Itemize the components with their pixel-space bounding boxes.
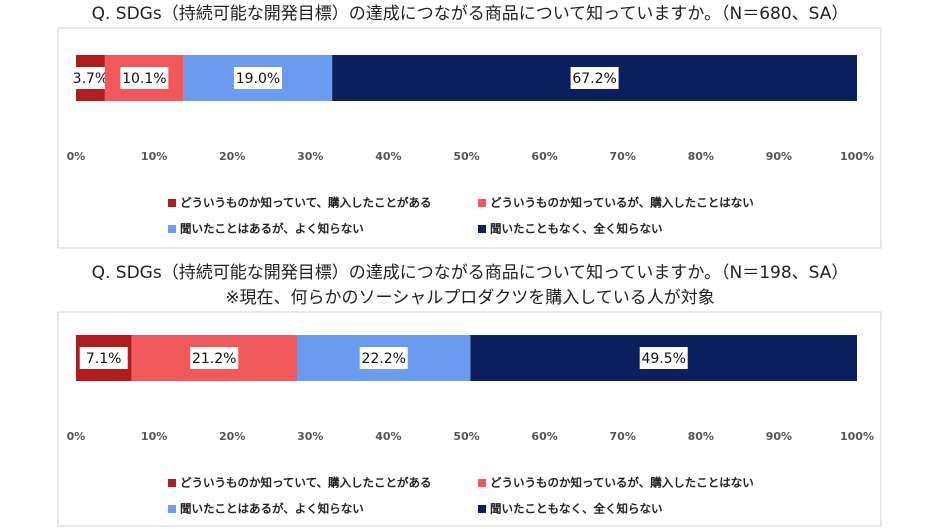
x-tick-label: 50% (453, 150, 479, 163)
x-tick-label: 90% (766, 430, 792, 443)
data-label: 7.1% (86, 351, 122, 367)
legend-swatch (478, 479, 486, 487)
data-label-bg (120, 67, 169, 89)
x-tick-label: 80% (688, 150, 714, 163)
x-tick-label: 40% (375, 150, 401, 163)
x-tick-label: 70% (610, 150, 636, 163)
legend-label: どういうものか知っているが、購入したことはない (490, 196, 754, 210)
x-tick-label: 90% (766, 150, 792, 163)
x-tick-label: 0% (67, 150, 86, 163)
data-label: 3.7% (73, 71, 109, 87)
chart-frame (57, 27, 882, 249)
chart-title: Q. SDGs（持続可能な開発目標）の達成につながる商品について知っていますか。… (92, 4, 849, 24)
data-label: 67.2% (572, 71, 616, 87)
legend-swatch (168, 479, 176, 487)
x-tick-label: 60% (531, 430, 557, 443)
legend-label: 聞いたこともなく、全く知らない (490, 222, 663, 236)
chart-subtitle: ※現在、何らかのソーシャルプロダクツを購入している人が対象 (225, 288, 714, 308)
data-label: 19.0% (236, 71, 280, 87)
data-label: 22.2% (361, 351, 405, 367)
x-tick-label: 100% (840, 150, 874, 163)
legend-swatch (478, 505, 486, 513)
legend-swatch (168, 505, 176, 513)
x-tick-label: 30% (297, 430, 323, 443)
x-tick-label: 100% (840, 430, 874, 443)
legend-label: 聞いたことはあるが、よく知らない (180, 222, 364, 236)
chart-title: Q. SDGs（持続可能な開発目標）の達成につながる商品について知っていますか。… (92, 263, 849, 283)
x-tick-label: 0% (67, 430, 86, 443)
x-tick-label: 50% (453, 430, 479, 443)
legend-label: 聞いたことはあるが、よく知らない (180, 502, 364, 516)
data-label-bg (66, 67, 115, 89)
data-label-bg (233, 67, 282, 89)
data-label: 21.2% (192, 351, 236, 367)
chart-frame (57, 311, 882, 527)
data-label-bg (190, 347, 239, 369)
x-tick-label: 20% (219, 430, 245, 443)
x-tick-label: 20% (219, 150, 245, 163)
legend-label: 聞いたこともなく、全く知らない (490, 502, 663, 516)
data-label-bg (639, 347, 688, 369)
x-tick-label: 10% (141, 150, 167, 163)
legend-swatch (168, 225, 176, 233)
x-tick-label: 10% (141, 430, 167, 443)
x-tick-label: 30% (297, 150, 323, 163)
data-label-bg (79, 347, 128, 369)
legend-label: どういうものか知っているが、購入したことはない (490, 476, 754, 490)
x-tick-label: 80% (688, 430, 714, 443)
data-label-bg (359, 347, 408, 369)
legend-label: どういうものか知っていて、購入したことがある (180, 196, 432, 210)
x-tick-label: 60% (531, 150, 557, 163)
x-tick-label: 70% (610, 430, 636, 443)
data-label: 10.1% (122, 71, 166, 87)
data-label-bg (570, 67, 619, 89)
data-label: 49.5% (641, 351, 685, 367)
legend-label: どういうものか知っていて、購入したことがある (180, 476, 432, 490)
legend-swatch (478, 225, 486, 233)
legend-swatch (168, 199, 176, 207)
x-tick-label: 40% (375, 430, 401, 443)
legend-swatch (478, 199, 486, 207)
